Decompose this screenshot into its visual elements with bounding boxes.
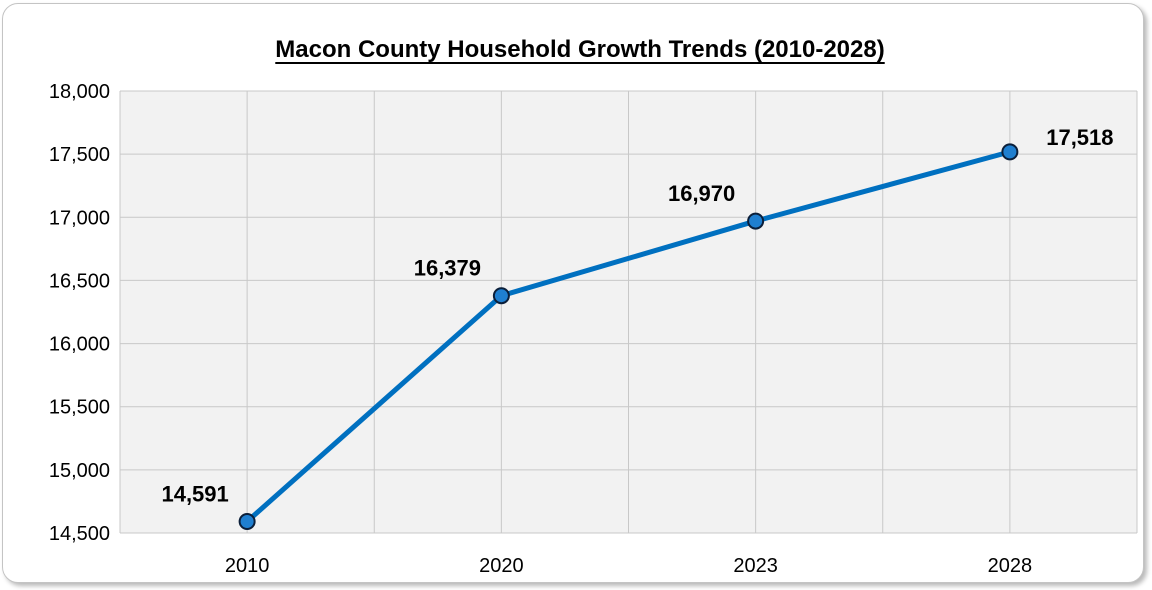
x-axis-tick-labels: 2010 2020 2023 2028 [225,555,1032,577]
y-tick-label: 17,000 [49,207,110,229]
data-point [747,212,765,230]
y-tick-label: 15,500 [49,397,110,419]
data-label: 16,970 [668,181,735,206]
data-point [238,513,256,531]
x-tick-label: 2023 [733,555,778,577]
y-tick-label: 14,500 [49,523,110,545]
data-labels: 14,591 16,379 16,970 17,518 [161,125,1113,507]
series-group [244,149,1013,525]
x-tick-label: 2020 [479,555,524,577]
y-tick-label: 16,000 [49,334,110,356]
y-tick-label: 18,000 [49,81,110,103]
data-label: 16,379 [414,256,481,281]
horizontal-gridlines [120,90,1137,534]
y-tick-label: 17,500 [49,144,110,166]
data-point [1001,143,1019,161]
series-line [244,149,1013,525]
data-label: 14,591 [161,482,228,507]
data-points [238,143,1019,531]
y-tick-label: 16,500 [49,270,110,292]
y-axis-tick-labels: 14,500 15,000 15,500 16,000 16,500 17,000 17,5… [49,81,110,545]
vertical-gridlines [119,91,1138,533]
x-tick-label: 2028 [988,555,1033,577]
x-tick-label: 2010 [225,555,270,577]
chart-title: Macon County Household Growth Trends (20… [275,36,884,63]
y-tick-label: 15,000 [49,460,110,482]
data-label: 17,518 [1046,125,1113,150]
data-point [492,287,510,305]
